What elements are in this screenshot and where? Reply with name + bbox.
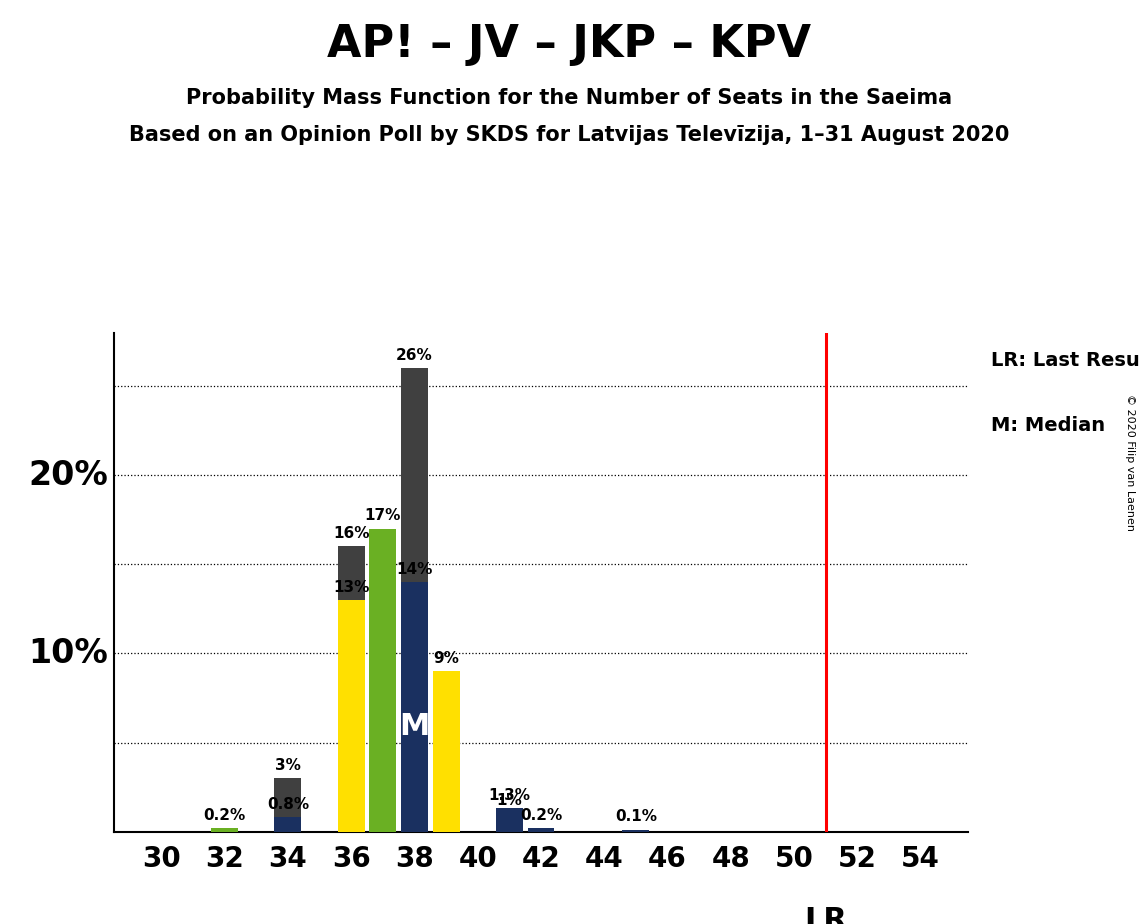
Bar [338, 600, 364, 832]
Text: 14%: 14% [396, 562, 433, 577]
Text: 0.2%: 0.2% [519, 808, 563, 822]
Text: LR: LR [804, 906, 847, 924]
Bar [623, 830, 649, 832]
Text: 13%: 13% [333, 579, 369, 595]
Text: 1%: 1% [497, 794, 523, 808]
Bar [401, 582, 428, 832]
Bar [495, 814, 523, 832]
Text: 0.2%: 0.2% [204, 808, 246, 822]
Bar [338, 546, 364, 832]
Bar [274, 818, 302, 832]
Text: 3%: 3% [274, 758, 301, 772]
Bar [211, 828, 238, 832]
Text: 10%: 10% [28, 637, 108, 670]
Text: LR: Last Result: LR: Last Result [991, 351, 1139, 371]
Text: 20%: 20% [28, 458, 108, 492]
Text: 17%: 17% [364, 508, 401, 523]
Text: 1.3%: 1.3% [489, 788, 531, 803]
Text: M: M [400, 712, 429, 741]
Bar [274, 778, 302, 832]
Text: Probability Mass Function for the Number of Seats in the Saeima: Probability Mass Function for the Number… [187, 88, 952, 108]
Text: 16%: 16% [333, 526, 369, 541]
Text: 26%: 26% [396, 348, 433, 363]
Bar [401, 369, 428, 832]
Text: 0.8%: 0.8% [267, 797, 309, 812]
Bar [495, 808, 523, 832]
Bar [369, 529, 396, 832]
Bar [527, 828, 555, 832]
Text: M: Median: M: Median [991, 416, 1105, 435]
Text: 9%: 9% [433, 650, 459, 666]
Text: Based on an Opinion Poll by SKDS for Latvijas Televīzija, 1–31 August 2020: Based on an Opinion Poll by SKDS for Lat… [130, 125, 1009, 145]
Text: AP! – JV – JKP – KPV: AP! – JV – JKP – KPV [327, 23, 812, 67]
Text: 0.1%: 0.1% [615, 809, 657, 824]
Text: © 2020 Filip van Laenen: © 2020 Filip van Laenen [1125, 394, 1134, 530]
Bar [433, 671, 459, 832]
